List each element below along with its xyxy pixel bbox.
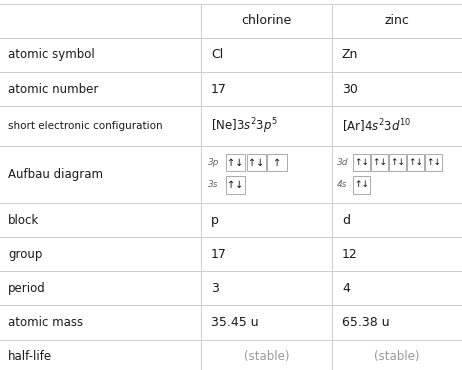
Text: chlorine: chlorine xyxy=(241,14,292,27)
Text: zinc: zinc xyxy=(384,14,409,27)
Text: ↑↓: ↑↓ xyxy=(227,180,244,190)
Text: d: d xyxy=(342,213,350,226)
Text: ↑↓: ↑↓ xyxy=(227,158,244,168)
Text: 3d: 3d xyxy=(337,158,349,167)
Text: half-life: half-life xyxy=(8,350,53,363)
Text: 17: 17 xyxy=(211,248,227,261)
Text: atomic mass: atomic mass xyxy=(8,316,84,329)
Text: ↑↓: ↑↓ xyxy=(354,158,369,167)
Text: 65.38 u: 65.38 u xyxy=(342,316,389,329)
Text: [Ar]4$s^2$3$d^{10}$: [Ar]4$s^2$3$d^{10}$ xyxy=(342,117,412,135)
Text: 4: 4 xyxy=(342,282,350,295)
FancyBboxPatch shape xyxy=(407,154,424,171)
Text: 30: 30 xyxy=(342,83,358,95)
FancyBboxPatch shape xyxy=(226,176,245,194)
Text: ↑↓: ↑↓ xyxy=(354,180,369,189)
Text: ↑: ↑ xyxy=(273,158,281,168)
Text: 3p: 3p xyxy=(208,158,220,167)
FancyBboxPatch shape xyxy=(226,154,245,171)
Text: block: block xyxy=(8,213,40,226)
Text: Aufbau diagram: Aufbau diagram xyxy=(8,168,103,181)
Text: ↑↓: ↑↓ xyxy=(390,158,405,167)
Text: [Ne]3$s^2$3$p^5$: [Ne]3$s^2$3$p^5$ xyxy=(211,116,278,136)
FancyBboxPatch shape xyxy=(267,154,287,171)
Text: ↑↓: ↑↓ xyxy=(426,158,441,167)
FancyBboxPatch shape xyxy=(353,154,370,171)
Text: 17: 17 xyxy=(211,83,227,95)
Text: 4s: 4s xyxy=(337,180,348,189)
Text: period: period xyxy=(8,282,46,295)
Text: 35.45 u: 35.45 u xyxy=(211,316,259,329)
Text: (stable): (stable) xyxy=(374,350,419,363)
Text: (stable): (stable) xyxy=(243,350,289,363)
Text: group: group xyxy=(8,248,43,261)
FancyBboxPatch shape xyxy=(353,176,370,194)
FancyBboxPatch shape xyxy=(389,154,406,171)
Text: ↑↓: ↑↓ xyxy=(408,158,423,167)
Text: ↑↓: ↑↓ xyxy=(372,158,387,167)
Text: atomic symbol: atomic symbol xyxy=(8,48,95,61)
Text: 3s: 3s xyxy=(208,180,219,189)
Text: p: p xyxy=(211,213,219,226)
FancyBboxPatch shape xyxy=(371,154,388,171)
Text: ↑↓: ↑↓ xyxy=(248,158,265,168)
FancyBboxPatch shape xyxy=(425,154,442,171)
Text: Zn: Zn xyxy=(342,48,358,61)
Text: Cl: Cl xyxy=(211,48,224,61)
FancyBboxPatch shape xyxy=(247,154,266,171)
Text: 3: 3 xyxy=(211,282,219,295)
Text: 12: 12 xyxy=(342,248,358,261)
Text: atomic number: atomic number xyxy=(8,83,99,95)
Text: short electronic configuration: short electronic configuration xyxy=(8,121,163,131)
